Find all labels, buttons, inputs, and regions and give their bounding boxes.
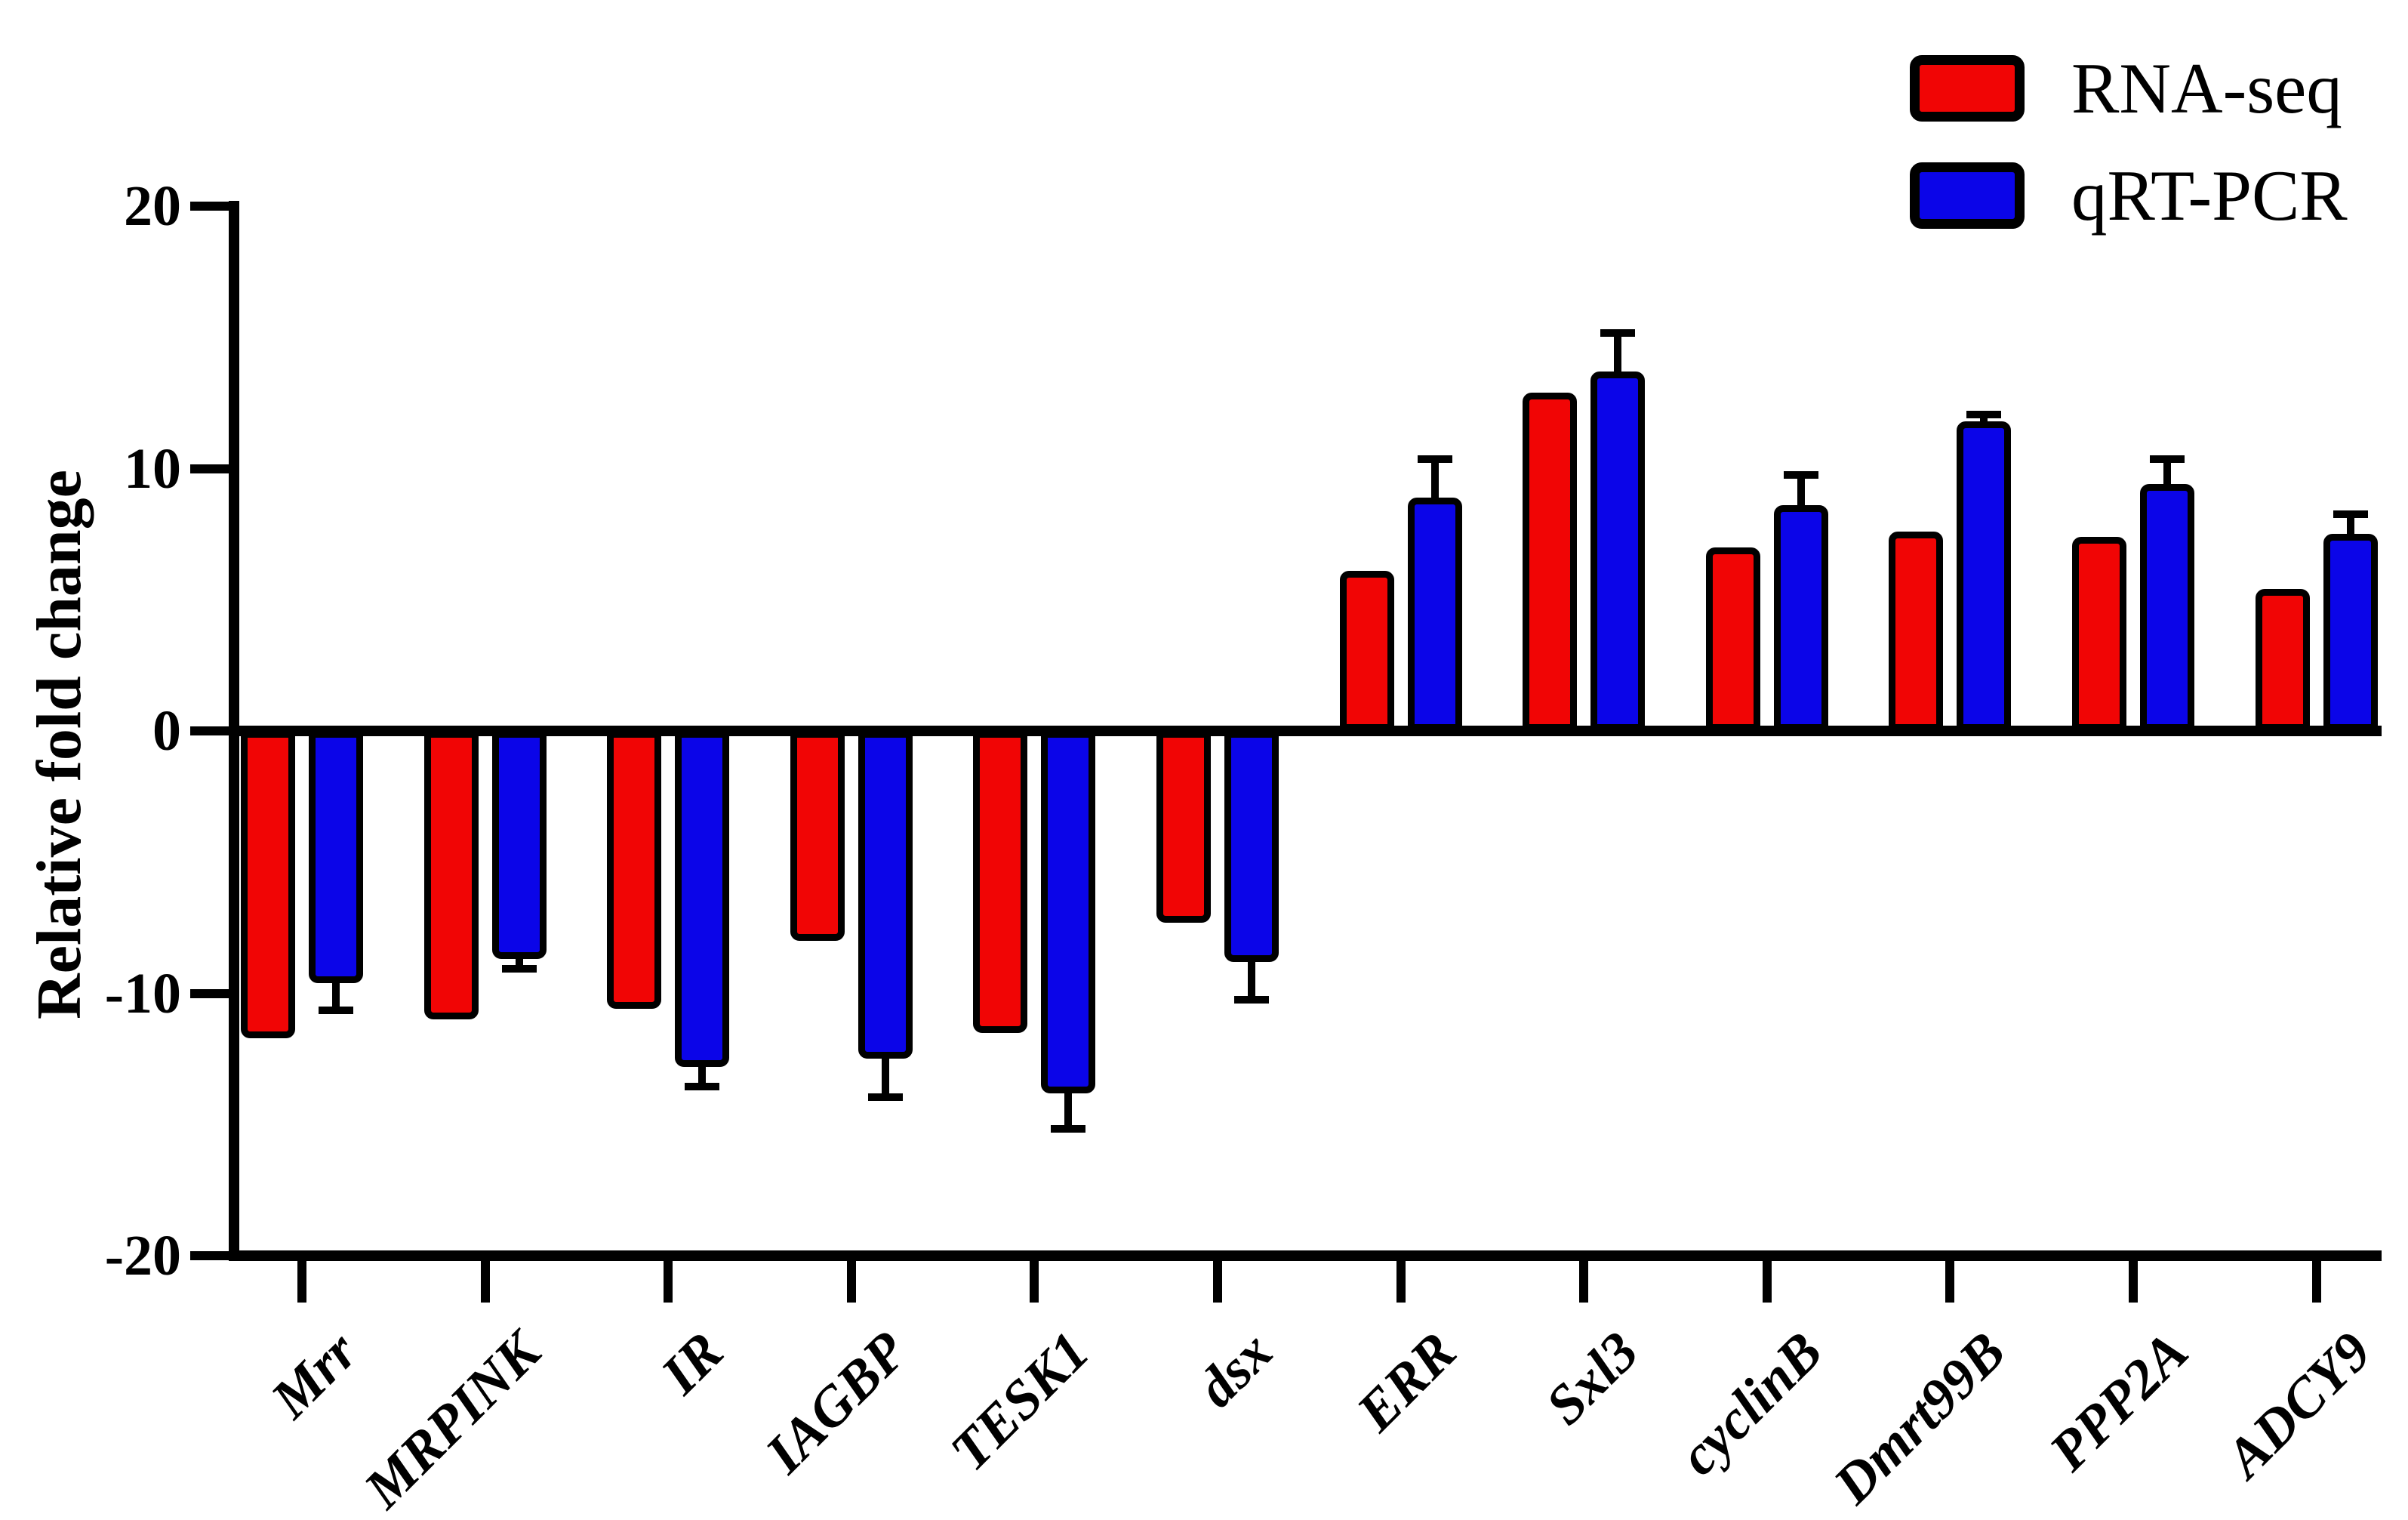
error-cap-TESK1: [1051, 1124, 1086, 1133]
bar-rna-seq-Mrr: [241, 731, 295, 1038]
bar-rna-seq-ADCY9: [2255, 589, 2310, 731]
y-tick-mark-0: [190, 726, 234, 735]
legend-row-rna-seq: RNA-seq: [1910, 35, 2348, 142]
x-tick-mark-Mrr: [297, 1256, 306, 1303]
x-tick-mark-ERR: [1396, 1256, 1406, 1303]
category-label-PPP2A: PPP2A: [2037, 1320, 2200, 1483]
error-cap-IAGBP: [867, 1093, 903, 1101]
error-cap-Mrr: [319, 1007, 353, 1015]
x-axis-baseline: [229, 1250, 2382, 1261]
error-cap-dsx: [1234, 996, 1269, 1004]
bar-qrt-pcr-IAGBP: [858, 731, 913, 1059]
error-cap-Sxl3: [1600, 329, 1636, 338]
bar-qrt-pcr-Mrr: [309, 731, 363, 983]
bar-rna-seq-ERR: [1339, 571, 1394, 731]
bar-qrt-pcr-ERR: [1407, 497, 1462, 731]
x-tick-mark-dsx: [1213, 1256, 1222, 1303]
error-whisker-Mrr: [332, 976, 340, 1015]
category-label-Dmrt99B: Dmrt99B: [1821, 1320, 2018, 1516]
bar-qrt-pcr-dsx: [1224, 731, 1279, 962]
error-cap-cyclinB: [1783, 470, 1818, 479]
bar-rna-seq-PPP2A: [2072, 536, 2126, 731]
category-label-ADCY9: ADCY9: [2214, 1320, 2384, 1490]
error-whisker-Dmrt99B: [1980, 411, 1988, 427]
x-tick-mark-PPP2A: [2129, 1256, 2138, 1303]
legend-row-qrt-pcr: qRT-PCR: [1910, 142, 2348, 249]
bar-qrt-pcr-PPP2A: [2140, 484, 2194, 731]
category-label-IAGBP: IAGBP: [753, 1320, 919, 1485]
category-label-Mrr: Mrr: [259, 1320, 369, 1430]
category-label-MRPINK: MRPINK: [352, 1320, 553, 1520]
y-tick-label-20: 20: [124, 174, 181, 238]
y-tick-mark--10: [190, 988, 234, 998]
bar-rna-seq-MRPINK: [423, 731, 479, 1020]
bar-rna-seq-TESK1: [973, 731, 1028, 1033]
error-cap-ADCY9: [2333, 510, 2368, 519]
zero-line: [234, 726, 2382, 736]
error-whisker-MRPINK: [515, 953, 523, 973]
category-label-cyclinB: cyclinB: [1667, 1320, 1834, 1488]
bar-rna-seq-IAGBP: [790, 731, 845, 941]
legend: RNA-seq qRT-PCR: [1910, 35, 2348, 249]
category-label-TESK1: TESK1: [939, 1320, 1102, 1483]
y-tick-label--20: -20: [104, 1224, 181, 1287]
y-tick-label-0: 0: [152, 699, 181, 763]
bar-rna-seq-cyclinB: [1705, 547, 1760, 731]
error-whisker-PPP2A: [2163, 455, 2171, 491]
y-tick-label--10: -10: [104, 961, 181, 1025]
legend-label-rna-seq: RNA-seq: [2071, 48, 2342, 128]
bar-qrt-pcr-TESK1: [1041, 731, 1096, 1093]
x-tick-mark-IAGBP: [846, 1256, 856, 1303]
x-tick-mark-Sxl3: [1579, 1256, 1589, 1303]
error-cap-ERR: [1417, 455, 1452, 464]
bar-qrt-pcr-MRPINK: [491, 731, 547, 960]
category-label-dsx: dsx: [1186, 1320, 1285, 1420]
x-tick-mark-Dmrt99B: [1945, 1256, 1955, 1303]
error-cap-PPP2A: [2150, 455, 2185, 464]
legend-swatch-rna-seq: [1910, 55, 2025, 122]
y-tick-mark--20: [190, 1251, 234, 1260]
error-cap-Dmrt99B: [1966, 411, 2002, 419]
y-tick-mark-10: [190, 464, 234, 473]
bar-qrt-pcr-cyclinB: [1773, 505, 1828, 731]
category-label-IR: IR: [649, 1320, 735, 1406]
x-tick-mark-TESK1: [1030, 1256, 1039, 1303]
error-whisker-ERR: [1430, 455, 1439, 504]
error-whisker-IAGBP: [881, 1053, 889, 1101]
bar-rna-seq-dsx: [1156, 731, 1211, 923]
bar-qrt-pcr-ADCY9: [2323, 534, 2378, 731]
bar-qrt-pcr-Sxl3: [1590, 371, 1646, 731]
category-label-ERR: ERR: [1344, 1320, 1468, 1444]
y-tick-label-10: 10: [124, 436, 181, 501]
error-cap-MRPINK: [501, 964, 537, 973]
x-tick-mark-cyclinB: [1762, 1256, 1772, 1303]
x-tick-mark-ADCY9: [2311, 1256, 2321, 1303]
x-tick-mark-IR: [664, 1256, 673, 1303]
bar-qrt-pcr-IR: [675, 731, 730, 1067]
error-whisker-IR: [698, 1060, 707, 1091]
legend-label-qrt-pcr: qRT-PCR: [2071, 155, 2348, 236]
error-whisker-TESK1: [1064, 1087, 1073, 1133]
bar-qrt-pcr-Dmrt99B: [1957, 421, 2012, 731]
error-whisker-ADCY9: [2346, 510, 2354, 541]
bar-rna-seq-Sxl3: [1523, 392, 1578, 731]
error-whisker-cyclinB: [1797, 470, 1805, 512]
error-cap-IR: [685, 1083, 720, 1091]
y-tick-mark-20: [190, 202, 234, 211]
bar-rna-seq-Dmrt99B: [1889, 531, 1944, 731]
bar-rna-seq-IR: [607, 731, 662, 1010]
error-whisker-Sxl3: [1614, 329, 1622, 378]
legend-swatch-qrt-pcr: [1910, 162, 2025, 229]
error-whisker-dsx: [1248, 955, 1255, 1004]
x-tick-mark-MRPINK: [480, 1256, 490, 1303]
category-label-Sxl3: Sxl3: [1534, 1320, 1651, 1437]
